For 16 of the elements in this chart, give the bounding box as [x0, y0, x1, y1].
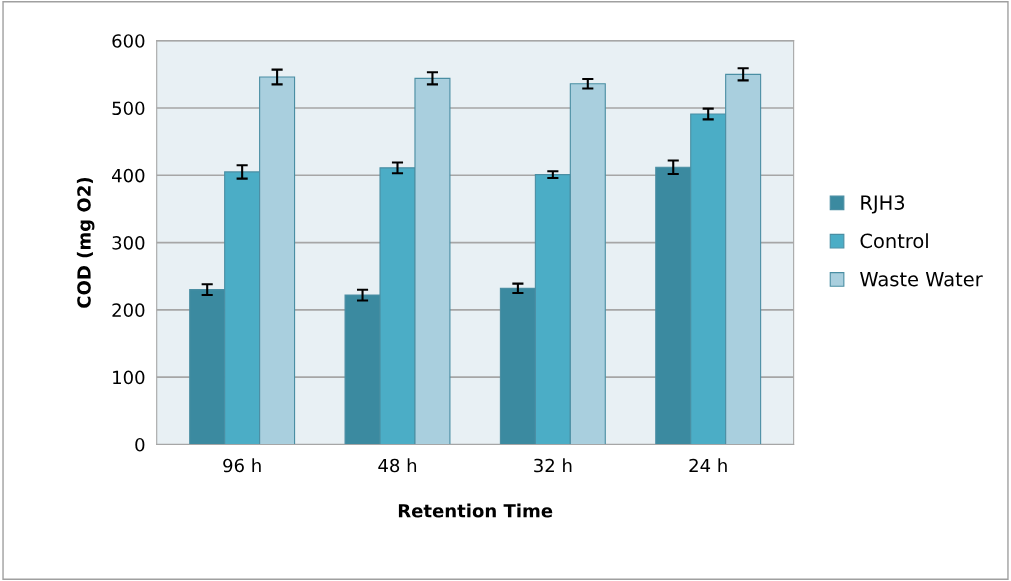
y-tick-label: 0 [135, 437, 145, 452]
y-tick-label: 400 [112, 168, 145, 183]
x-tick-label: 32 h [534, 458, 572, 473]
legend-label: Control [860, 233, 928, 249]
x-tick-label: 96 h [223, 458, 261, 473]
x-axis-title: Retention Time [398, 503, 553, 518]
x-tick-label: 48 h [378, 458, 417, 473]
y-tick-label: 600 [112, 34, 145, 48]
y-tick-label: 300 [112, 236, 145, 250]
y-tick-label: 500 [112, 101, 145, 116]
y-tick-label: 100 [113, 370, 145, 385]
legend-label: Waste Water [860, 272, 983, 287]
x-tick-label: 24 h [689, 458, 727, 473]
legend-label: RJH3 [861, 195, 905, 214]
y-axis-title: COD (mg O2) [76, 177, 95, 308]
y-tick-label: 200 [112, 303, 145, 317]
